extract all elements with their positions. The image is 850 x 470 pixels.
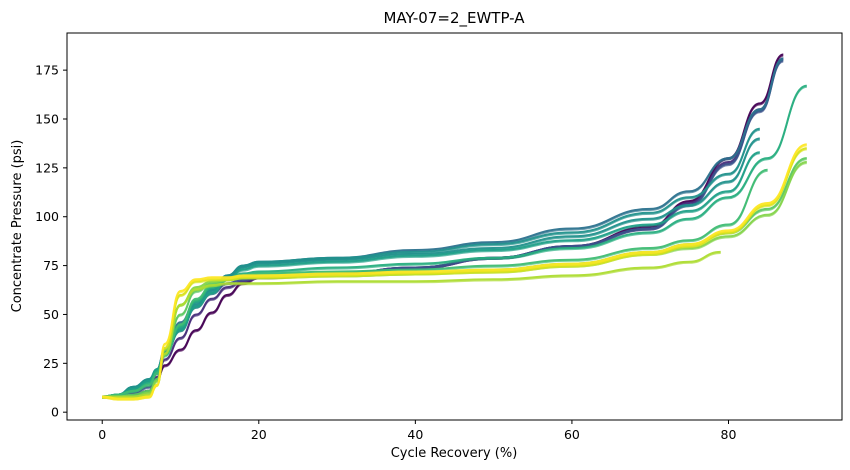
y-tick-label: 125	[35, 160, 59, 175]
x-axis: 0 20 40 60 80	[98, 420, 736, 442]
x-tick-label: 0	[98, 427, 106, 442]
y-tick-label: 175	[35, 63, 59, 78]
series-line-13-shadow	[102, 145, 807, 401]
chart-title: MAY-07=2_EWTP-A	[383, 9, 525, 28]
y-tick-label: 75	[43, 258, 59, 273]
y-axis: 0 25 50 75 100 125 150 175	[35, 63, 67, 420]
y-tick-label: 0	[51, 405, 59, 420]
x-tick-label: 40	[407, 427, 423, 442]
series-line-11	[102, 250, 721, 398]
y-tick-label: 100	[35, 209, 59, 224]
y-tick-label: 50	[43, 307, 59, 322]
x-tick-label: 60	[564, 427, 580, 442]
y-tick-label: 25	[43, 356, 59, 371]
x-axis-title: Cycle Recovery (%)	[391, 446, 518, 461]
plot-frame	[66, 32, 843, 421]
y-tick-label: 150	[35, 112, 59, 127]
x-tick-label: 80	[721, 427, 737, 442]
x-tick-label: 20	[251, 427, 267, 442]
y-axis-title: Concentrate Pressure (psi)	[10, 140, 25, 313]
